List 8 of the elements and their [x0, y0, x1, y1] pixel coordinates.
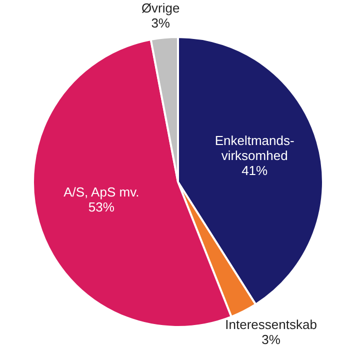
data-label: 3% [262, 332, 281, 345]
data-label: 41% [242, 162, 268, 178]
slice-label: Øvrige [141, 0, 180, 16]
slice-label: A/S, ApS mv. [64, 184, 140, 200]
data-label: 53% [88, 200, 115, 215]
data-label: 3% [151, 16, 170, 31]
slice-label: Enkeltmands-virksomhed [214, 132, 294, 163]
slice-label: Interessentskab [225, 317, 317, 332]
